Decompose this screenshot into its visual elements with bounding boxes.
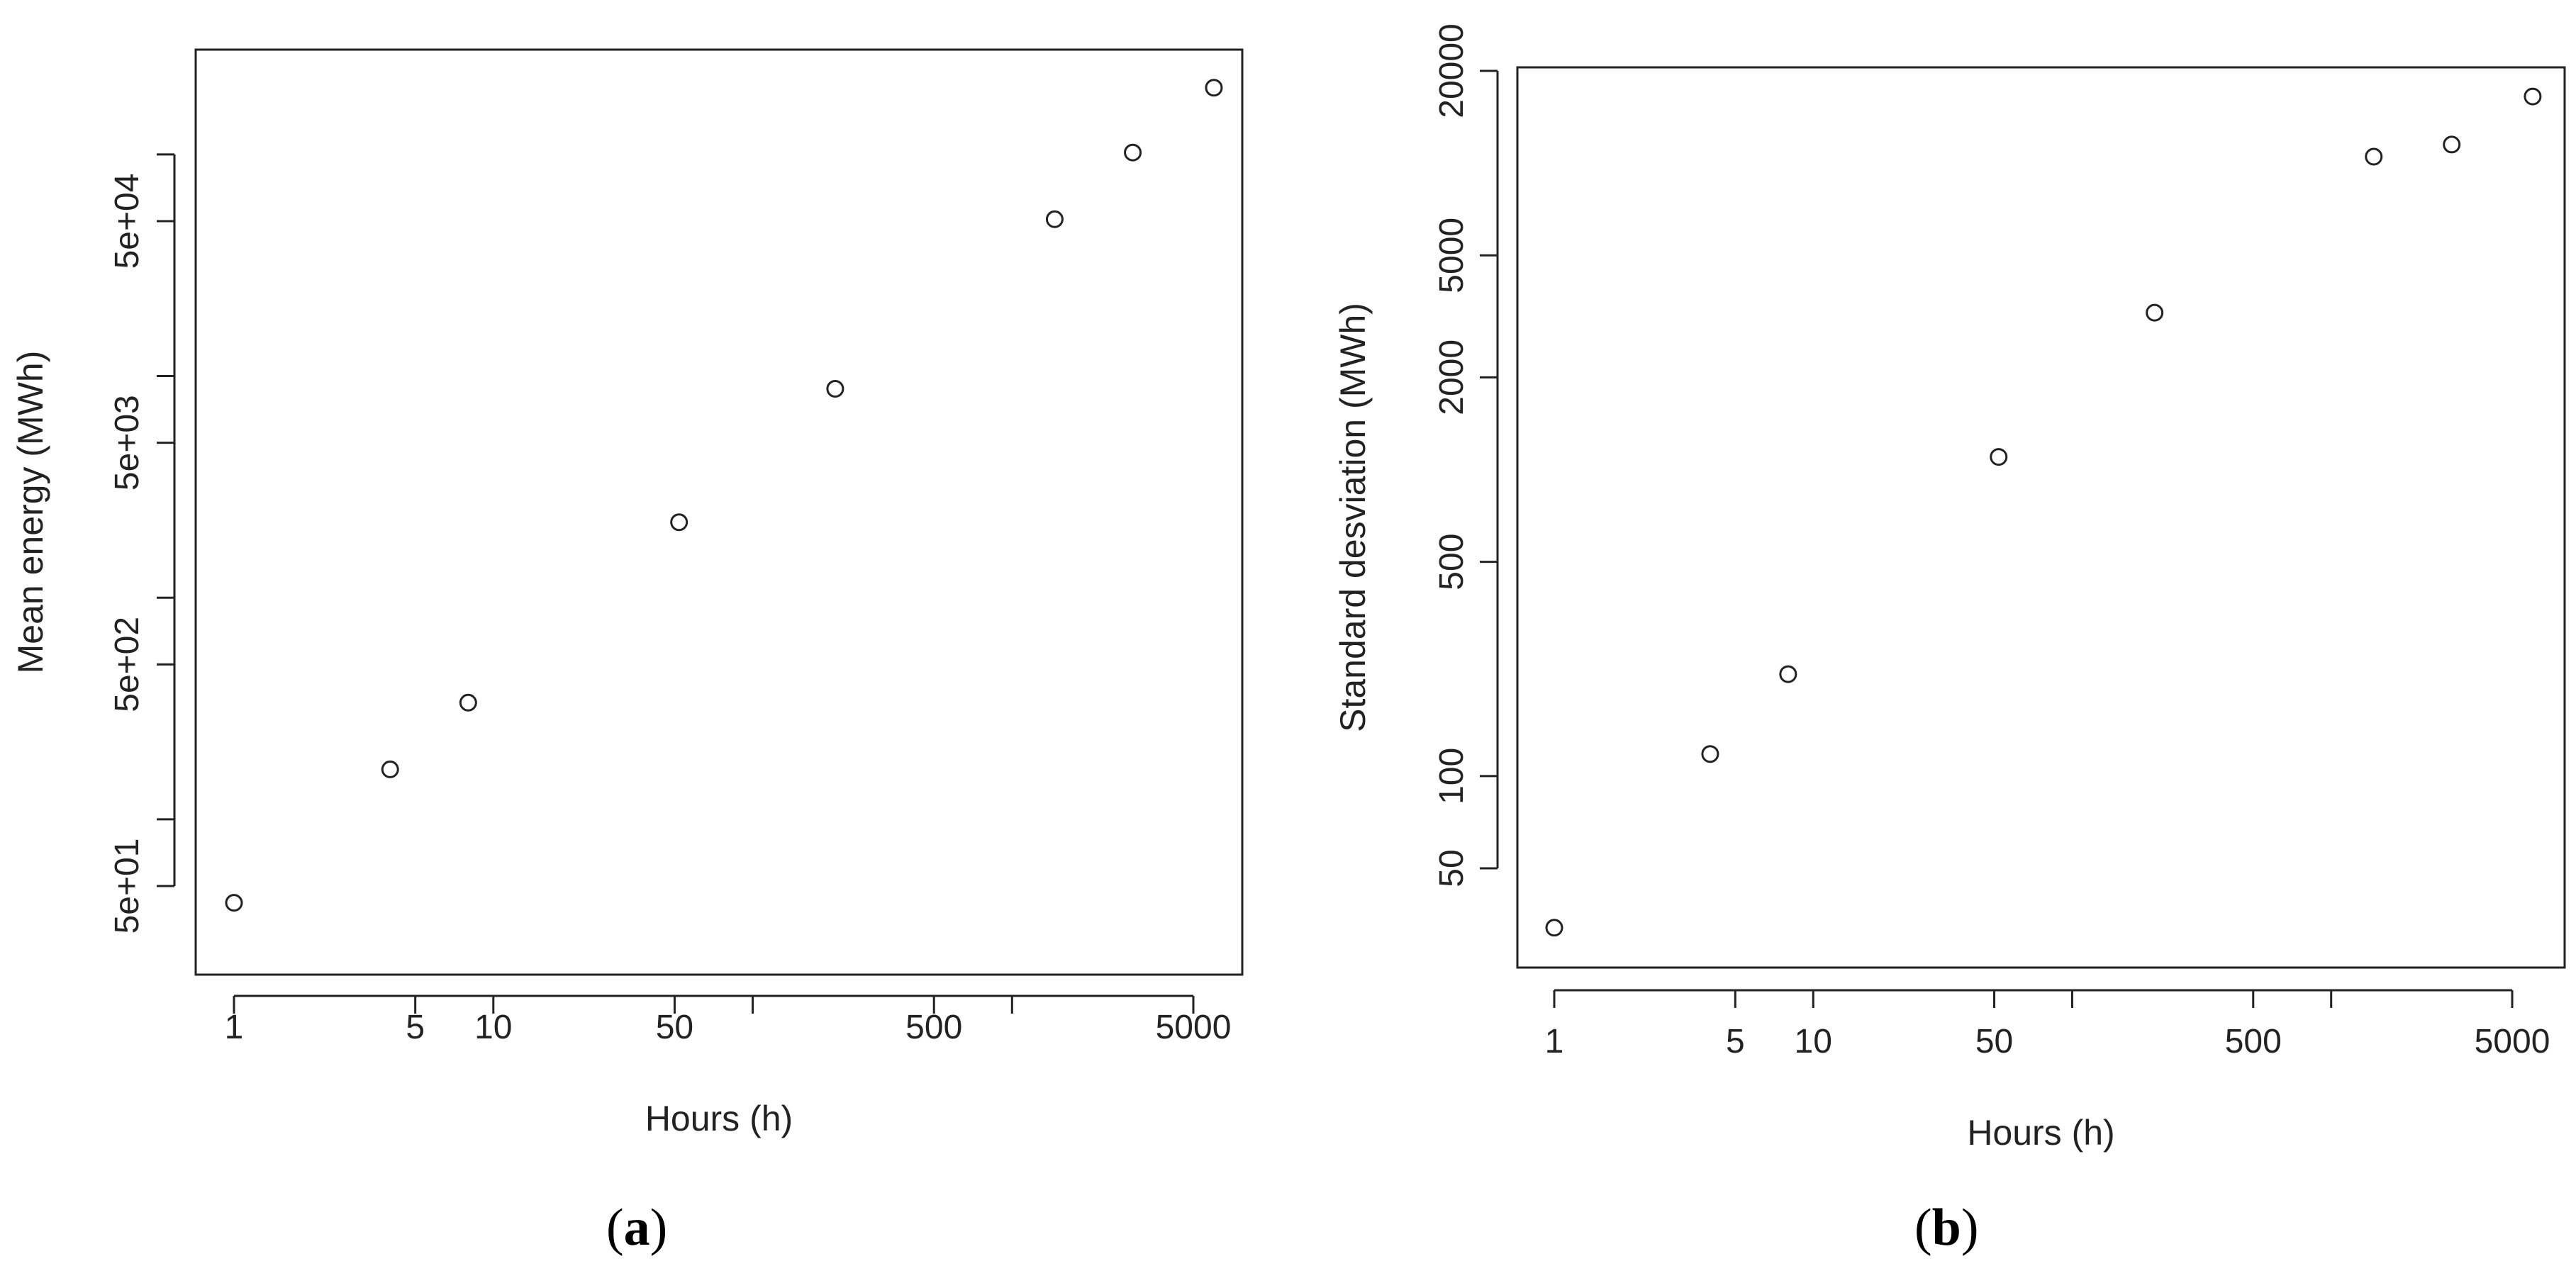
panel-b-y-tick-label: 2000 <box>1433 340 1471 415</box>
panel-a-data-point <box>826 380 844 398</box>
panel-b-y-tick-label: 50 <box>1433 849 1471 887</box>
panel-a-y-tick-label: 5e+04 <box>108 174 146 269</box>
panel-b-data-point <box>1545 919 1563 937</box>
panel-a-x-tick-label: 500 <box>905 1009 962 1046</box>
panel-b-y-axis-title: Standard desviation (MWh) <box>1333 303 1373 732</box>
panel-a-x-tick-label: 5 <box>406 1009 425 1046</box>
panel-a-y-axis-title: Mean energy (MWh) <box>11 351 50 674</box>
panel-b-data-point <box>1701 745 1719 763</box>
panel-b-data-point <box>1779 665 1797 683</box>
panel-b-y-tick-label: 5000 <box>1433 218 1471 293</box>
panel-a-data-point <box>225 894 243 912</box>
panel-a-x-axis-title: Hours (h) <box>645 1099 793 1138</box>
panel-label-a: (a) <box>606 1199 668 1257</box>
panel-a-data-point <box>1124 143 1142 162</box>
panel-a-y-tick-label: 5e+01 <box>108 839 146 934</box>
panel-b-data-point <box>2365 147 2383 166</box>
panel-a-y-tick-label: 5e+02 <box>108 617 146 712</box>
panel-a-y-tick-label: 5e+03 <box>108 395 146 491</box>
panel-a-x-tick-label: 1 <box>225 1009 244 1046</box>
panel-b-plot-frame <box>1516 66 2566 969</box>
panel-b-x-tick-label: 10 <box>1795 1023 1832 1060</box>
panel-a-data-point <box>1205 79 1223 97</box>
panel-b-y-tick-label: 100 <box>1433 748 1471 805</box>
panel-b-x-tick-label: 500 <box>2225 1023 2282 1060</box>
panel-a-data-point <box>459 693 477 712</box>
panel-b-x-tick-label: 5000 <box>2475 1023 2550 1060</box>
panel-a-data-point <box>381 760 399 778</box>
panel-label-b: (b) <box>1914 1199 1979 1257</box>
panel-a-plot-frame <box>194 48 1244 976</box>
panel-a-data-point <box>670 513 688 532</box>
panel-a-x-tick-label: 5000 <box>1156 1009 1232 1046</box>
panel-b-x-tick-label: 50 <box>1975 1023 2013 1060</box>
panel-b-y-tick-label: 500 <box>1433 534 1471 590</box>
panel-a-data-point <box>1045 210 1064 228</box>
panel-a-x-tick-label: 10 <box>474 1009 512 1046</box>
panel-b-x-tick-label: 1 <box>1545 1023 1564 1060</box>
panel-b-data-point <box>1990 448 2008 466</box>
panel-b-x-tick-label: 5 <box>1726 1023 1745 1060</box>
panel-b-data-point <box>2524 87 2542 106</box>
panel-b-y-tick-label: 20000 <box>1433 23 1471 118</box>
panel-b-data-point <box>2443 135 2461 154</box>
panel-a-x-tick-label: 50 <box>656 1009 693 1046</box>
panel-b-x-axis-title: Hours (h) <box>1967 1113 2114 1153</box>
panel-b-data-point <box>2146 303 2164 322</box>
